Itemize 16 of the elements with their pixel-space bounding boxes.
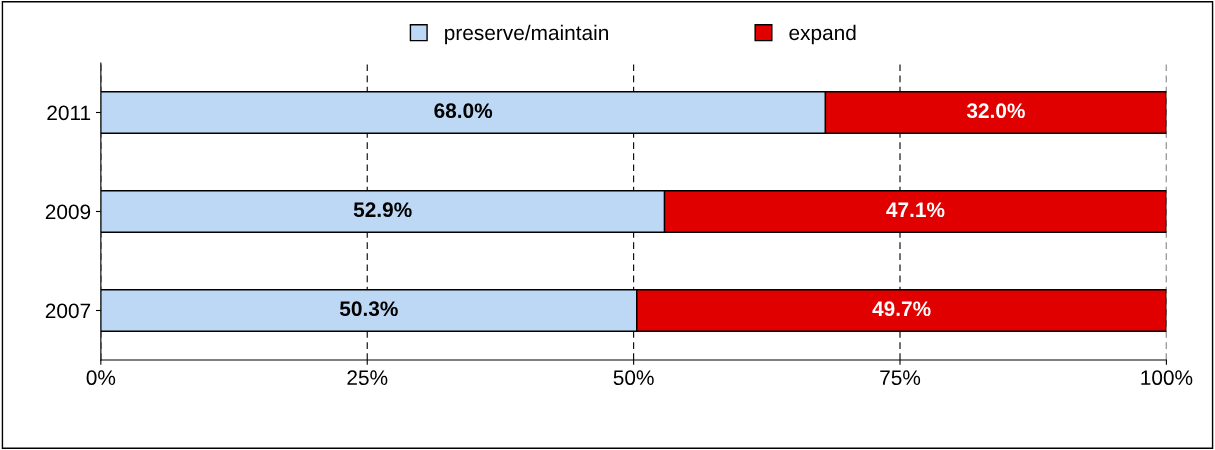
data-label: 32.0% (966, 103, 1025, 119)
x-tick-label: 25% (347, 370, 388, 386)
data-label: 49.7% (872, 301, 931, 317)
legend-label: expand (789, 24, 856, 45)
x-tick-label: 50% (613, 370, 654, 386)
data-label: 68.0% (434, 103, 493, 119)
y-tick-label: 2011 (47, 105, 91, 121)
legend-label: preserve/maintain (445, 24, 608, 45)
x-tick-label: 100% (1141, 370, 1193, 386)
y-tick-label: 2007 (45, 303, 91, 319)
x-tick-label: 0% (86, 370, 116, 386)
data-label: 52.9% (353, 202, 412, 218)
y-tick-label: 2009 (45, 204, 91, 220)
data-label: 47.1% (886, 202, 945, 218)
x-tick-label: 75% (880, 370, 921, 386)
data-label: 50.3% (339, 301, 398, 317)
